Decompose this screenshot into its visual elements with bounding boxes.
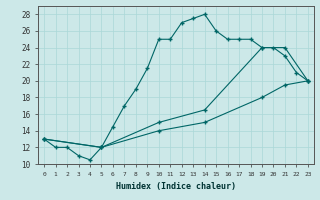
X-axis label: Humidex (Indice chaleur): Humidex (Indice chaleur) — [116, 182, 236, 191]
